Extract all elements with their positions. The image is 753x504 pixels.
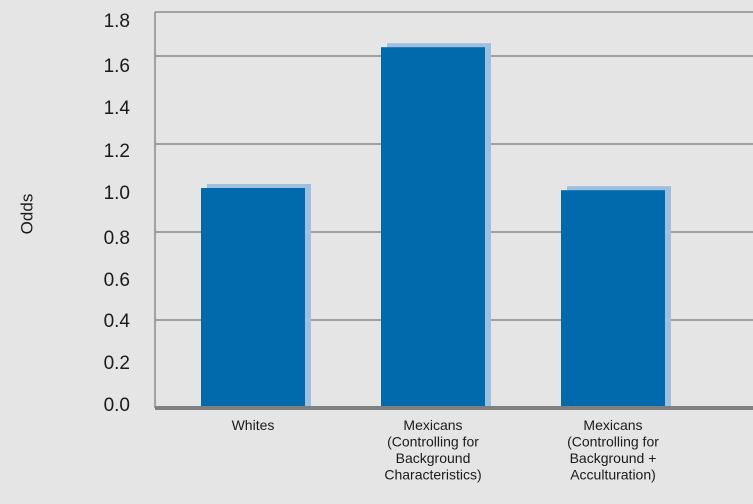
x-tick-label-0-line-0: Whites [232,417,275,433]
axes [154,11,753,410]
y-tick-label-6: 1.2 [104,141,130,162]
y-tick-label-8: 1.6 [104,56,130,77]
y-tick-labels: 0.0 0.2 0.4 0.6 0.8 1.0 1.2 1.4 1.6 1.8 [104,11,131,416]
x-tick-label-2-line-2: Background + [570,450,657,466]
y-tick-label-7: 1.4 [104,98,131,119]
y-axis-label: Odds [17,194,36,235]
y-tick-label-4: 0.8 [104,228,130,249]
bars [201,43,671,408]
bar-1 [381,47,485,408]
y-tick-label-5: 1.0 [104,183,130,204]
x-tick-label-1-line-2: Background [396,450,471,466]
x-tick-label-1-line-3: Characteristics) [384,467,481,483]
x-tick-label-2-line-1: (Controlling for [567,434,659,450]
bar-2 [561,190,665,408]
y-tick-label-1: 0.2 [104,353,130,374]
bar-0 [201,188,305,408]
y-tick-label-9: 1.8 [104,11,130,32]
y-tick-label-0: 0.0 [104,395,130,416]
y-tick-label-3: 0.6 [104,270,130,291]
x-tick-label-2-line-0: Mexicans [583,417,642,433]
x-tick-label-2-line-3: Acculturation) [570,467,656,483]
x-tick-label-1-line-1: (Controlling for [387,434,479,450]
x-tick-labels: Whites Mexicans(Controlling forBackground… [232,417,660,483]
x-tick-label-1-line-0: Mexicans [403,417,462,433]
y-tick-label-2: 0.4 [104,311,131,332]
